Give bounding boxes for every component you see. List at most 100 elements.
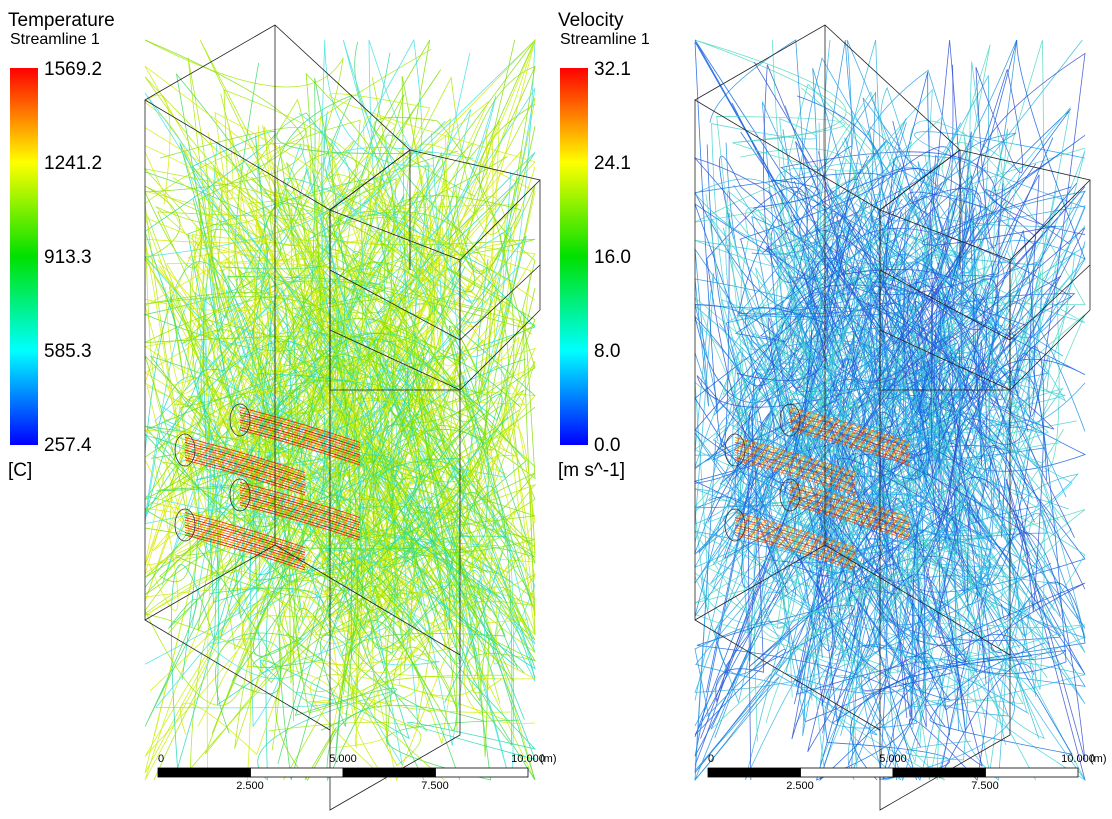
streamline xyxy=(723,184,889,413)
streamline xyxy=(186,389,358,519)
streamline xyxy=(785,434,934,736)
streamline xyxy=(227,297,341,559)
jet-streamline xyxy=(184,459,306,496)
streamline xyxy=(849,278,1075,538)
jet-streamline xyxy=(734,517,856,553)
streamline xyxy=(694,39,874,263)
streamline xyxy=(870,185,1036,445)
legend-unit: [C] xyxy=(8,460,32,481)
streamline xyxy=(710,521,943,730)
jet-streamline xyxy=(734,452,856,488)
jet-streamline xyxy=(239,414,361,451)
jet-streamline xyxy=(184,522,306,558)
streamline xyxy=(211,402,420,734)
jet-streamline xyxy=(789,427,911,463)
streamline xyxy=(694,440,790,782)
streamline xyxy=(220,369,310,563)
domain-outline xyxy=(824,544,1011,656)
legend-tick-label: 1241.2 xyxy=(44,153,102,174)
legend-title: Temperature xyxy=(8,10,115,31)
streamline xyxy=(885,66,1024,344)
streamline xyxy=(694,351,893,701)
jet-streamline xyxy=(239,499,361,536)
streamline xyxy=(711,118,847,395)
streamline xyxy=(706,186,902,484)
streamline xyxy=(840,249,1031,507)
streamline xyxy=(285,573,537,781)
jet-streamline xyxy=(184,514,306,551)
streamline xyxy=(694,272,879,603)
legend-tick-label: 913.3 xyxy=(44,247,92,268)
streamline xyxy=(939,478,1086,781)
streamline xyxy=(694,602,827,781)
streamline xyxy=(380,336,520,604)
scale-label: 2.500 xyxy=(236,780,264,792)
jet-streamline xyxy=(239,497,361,533)
jet-streamline xyxy=(734,522,856,558)
streamline xyxy=(144,229,375,379)
streamline xyxy=(257,318,456,445)
streamline xyxy=(144,126,311,450)
jet-streamline xyxy=(239,504,361,541)
jet-streamline xyxy=(184,527,306,563)
streamline xyxy=(287,292,470,600)
streamline xyxy=(322,88,536,302)
jet-streamline xyxy=(184,519,306,556)
scale-unit: (m) xyxy=(1090,753,1107,765)
streamline xyxy=(297,202,443,485)
jet-streamline xyxy=(184,532,306,568)
streamline xyxy=(258,48,451,390)
streamline xyxy=(329,93,536,388)
streamline xyxy=(791,212,967,409)
jet-streamline xyxy=(239,492,361,528)
streamline xyxy=(694,273,865,535)
streamline xyxy=(281,262,486,484)
scale-label: 5.000 xyxy=(879,753,907,765)
streamline xyxy=(707,317,837,648)
streamline xyxy=(144,242,288,453)
jet-streamline xyxy=(239,429,361,466)
legend-tick-label: 8.0 xyxy=(594,341,620,362)
jet-streamline xyxy=(734,519,856,556)
streamline xyxy=(360,311,532,641)
legend-tick-label: 257.4 xyxy=(44,435,92,456)
streamline xyxy=(251,72,393,363)
streamline xyxy=(809,39,1083,403)
domain-outline xyxy=(694,100,881,731)
burner-outlet xyxy=(174,508,196,542)
scale-segment xyxy=(435,767,529,778)
streamline xyxy=(694,398,789,619)
jet-streamline xyxy=(789,407,911,443)
jet-streamline xyxy=(734,529,856,566)
streamline xyxy=(694,266,895,479)
streamline xyxy=(275,500,383,781)
streamline xyxy=(722,322,943,597)
jet-streamline xyxy=(789,487,911,523)
streamline xyxy=(360,179,536,565)
streamline xyxy=(306,144,429,293)
streamline xyxy=(406,366,536,703)
streamline xyxy=(741,358,847,588)
jet-streamline xyxy=(239,427,361,463)
streamline xyxy=(354,406,475,748)
streamline xyxy=(463,405,536,724)
streamline xyxy=(264,436,379,676)
jet-streamline xyxy=(734,514,856,551)
jet-streamline xyxy=(789,419,911,456)
jet-streamline xyxy=(239,419,361,456)
scale-label: 10.000 xyxy=(1061,753,1095,765)
jet-streamline xyxy=(184,512,306,548)
streamline xyxy=(694,347,882,567)
streamline xyxy=(694,421,921,574)
streamline xyxy=(341,225,440,503)
streamline xyxy=(914,301,1045,633)
streamline xyxy=(694,187,885,413)
jet-streamline xyxy=(734,439,856,476)
jet-streamline xyxy=(734,534,856,571)
jet-streamline xyxy=(789,429,911,466)
domain-outline xyxy=(144,100,331,731)
streamline xyxy=(725,142,881,529)
